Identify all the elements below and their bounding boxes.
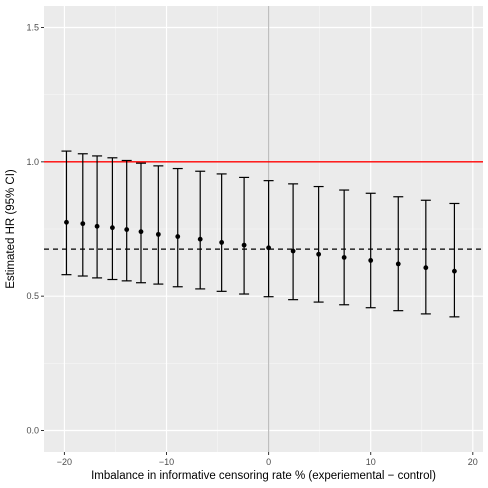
points: [64, 219, 457, 274]
x-tick-label: 0: [266, 457, 271, 467]
point-estimate: [290, 248, 296, 254]
y-tick-label: 1.5: [26, 22, 39, 32]
x-tick-label: 20: [468, 457, 478, 467]
point-estimate: [266, 245, 272, 251]
point-estimate: [316, 251, 322, 257]
point-estimate: [64, 219, 69, 225]
point-estimate: [124, 227, 130, 232]
point-estimate: [175, 234, 181, 239]
y-axis: 0.0 0.5 1.0 1.5: [26, 22, 44, 436]
y-tick-label: 1.0: [26, 157, 39, 167]
x-tick-label: −10: [159, 457, 174, 467]
point-estimate: [341, 255, 347, 260]
point-estimate: [395, 261, 401, 267]
point-estimate: [219, 240, 225, 245]
point-estimate: [80, 221, 86, 227]
point-estimate: [423, 265, 429, 271]
x-axis-title: Imbalance in informative censoring rate …: [91, 470, 436, 482]
point-estimate: [241, 242, 247, 248]
y-tick-label: 0.0: [26, 426, 39, 436]
x-axis: −20 −10 0 10 20: [57, 452, 478, 467]
point-estimate: [452, 268, 457, 274]
x-tick-label: −20: [57, 457, 72, 467]
x-tick-label: 10: [366, 457, 376, 467]
point-estimate: [155, 231, 161, 237]
point-estimate: [138, 229, 144, 235]
y-axis-title: Estimated HR (95% CI): [5, 169, 17, 289]
point-estimate: [368, 258, 374, 263]
error-bars: [61, 150, 460, 318]
point-estimate: [197, 236, 203, 242]
point-estimate: [110, 225, 115, 231]
y-tick-label: 0.5: [26, 291, 39, 301]
point-estimate: [94, 223, 100, 229]
grid-minor: [44, 6, 483, 452]
